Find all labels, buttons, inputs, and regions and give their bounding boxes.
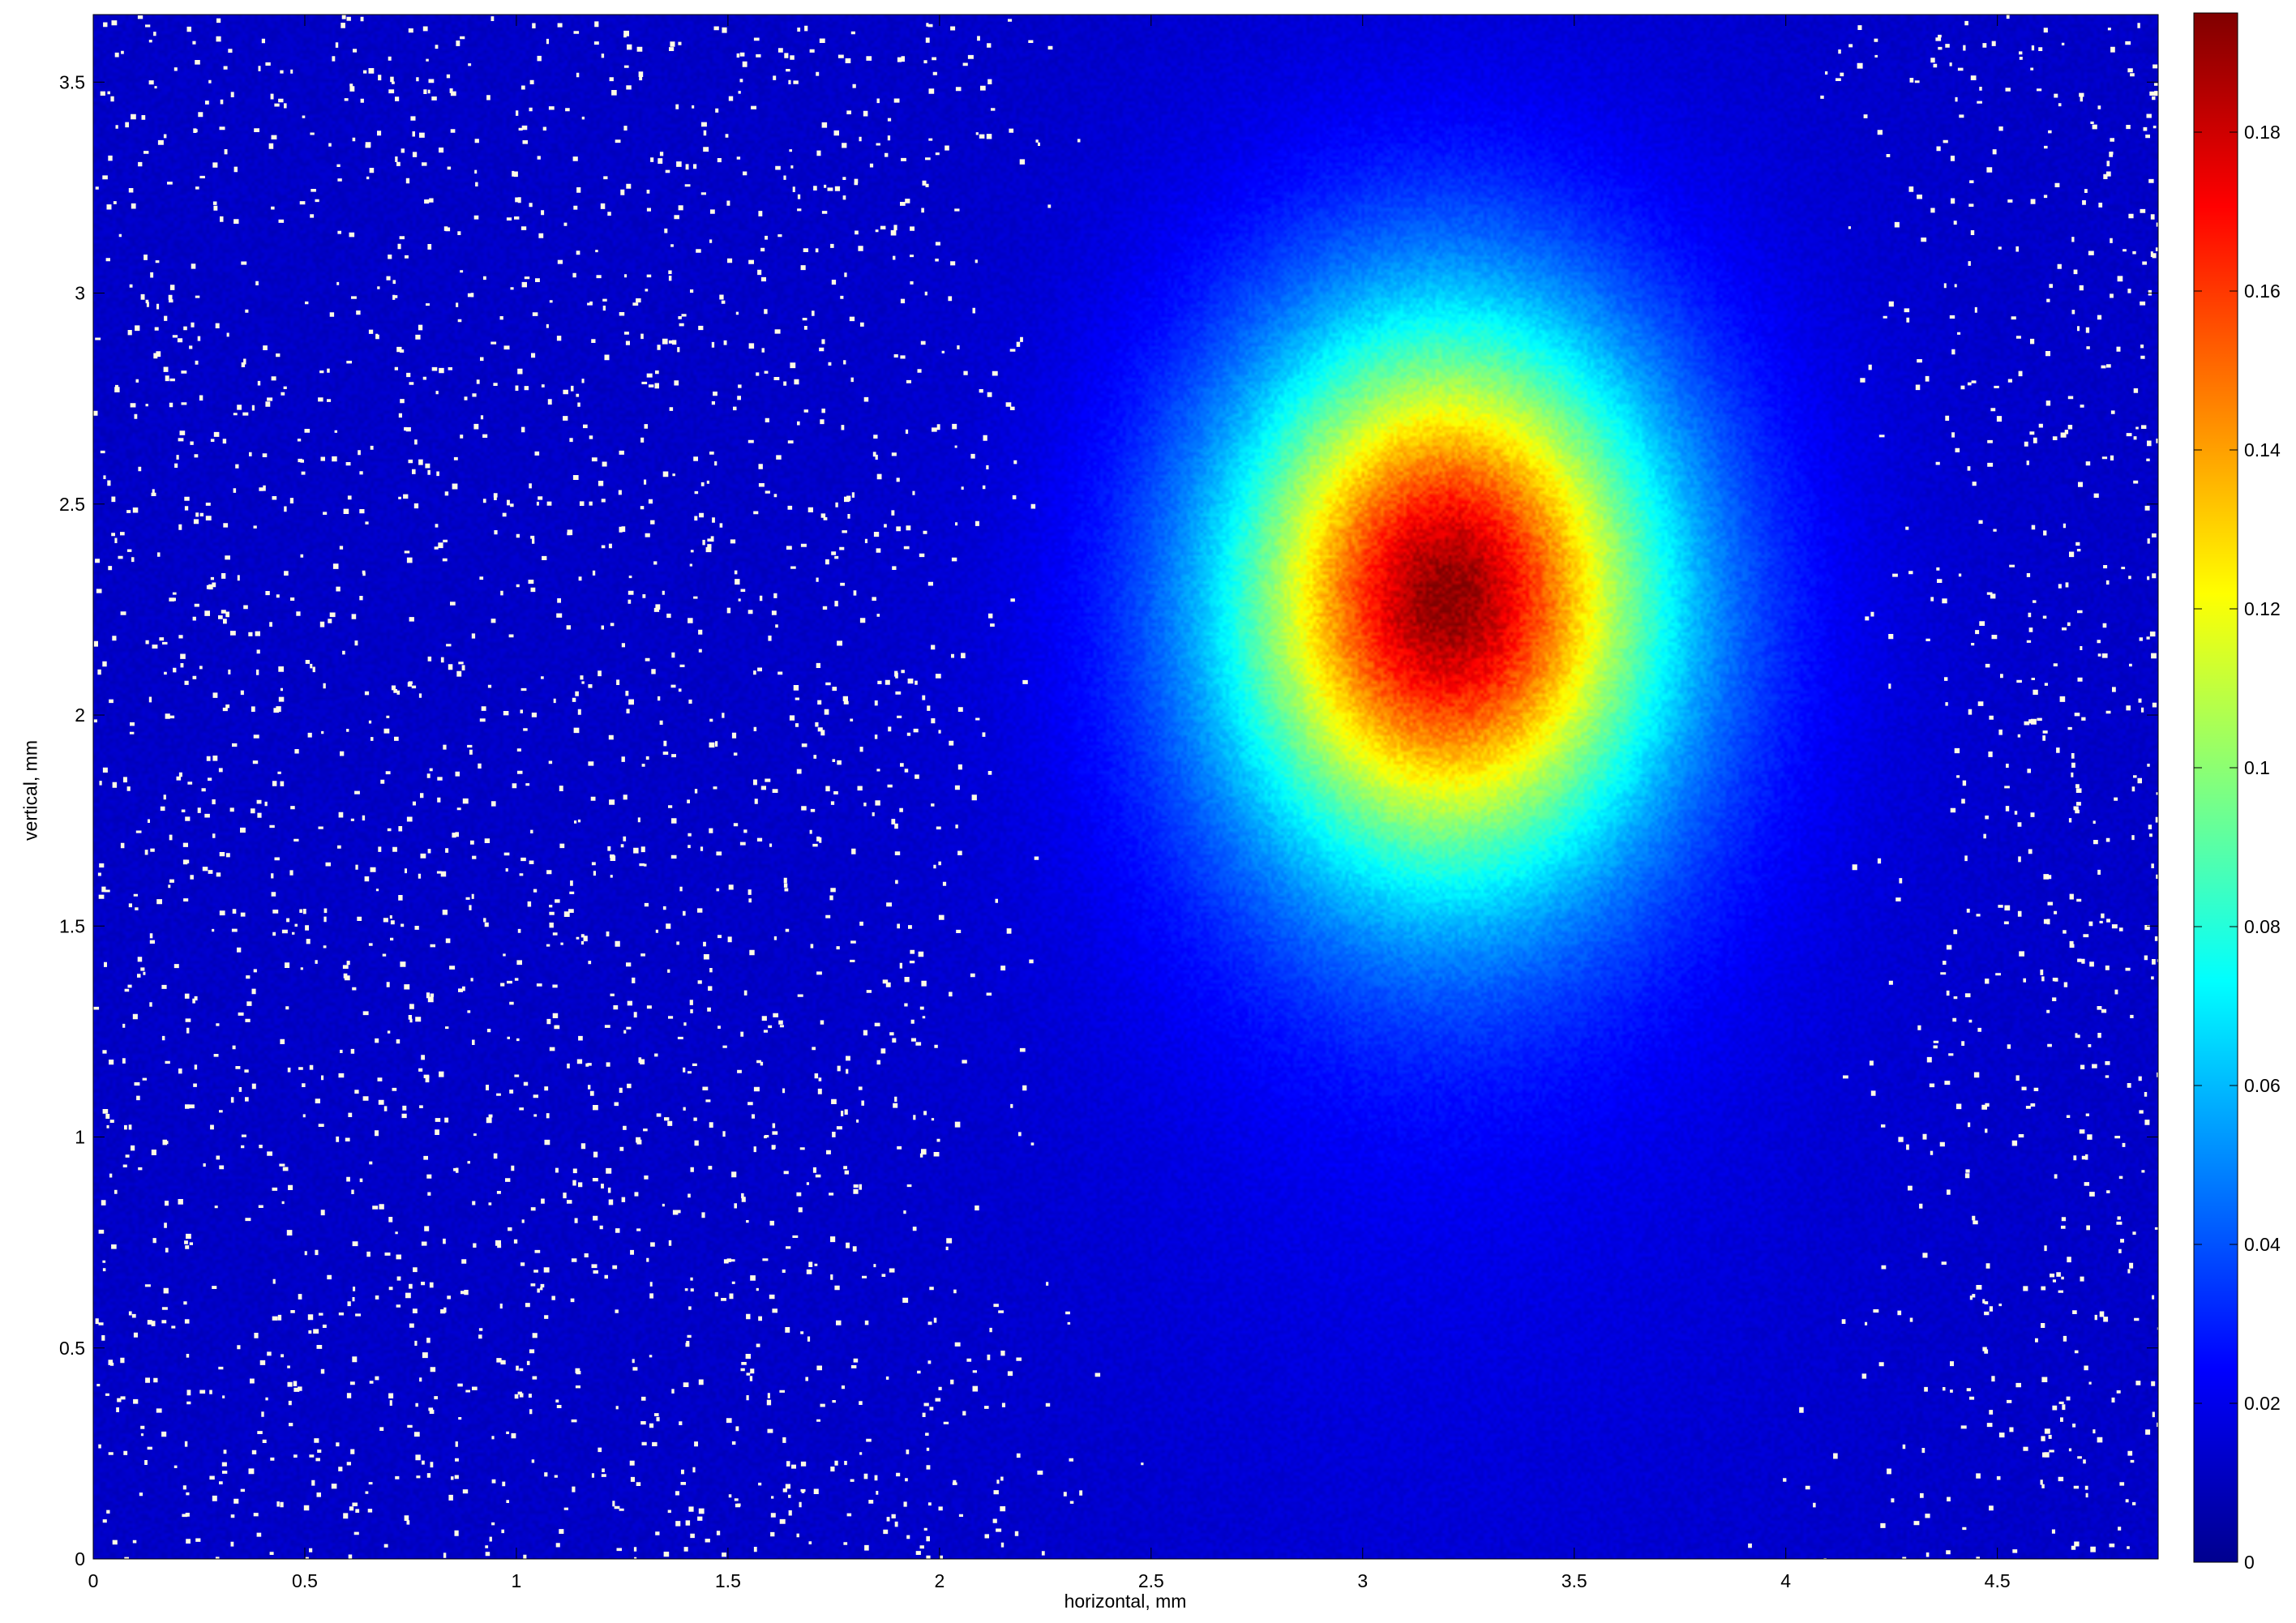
y-tick-label: 1 (75, 1127, 85, 1148)
x-tick-label: 3 (1357, 1570, 1368, 1591)
x-tick-label: 0 (88, 1570, 99, 1591)
x-tick-label: 4 (1780, 1570, 1791, 1591)
colorbar-ticks: 0 0.02 0.04 0.06 0.08 0.1 0.12 0.14 0.16 0.18 (2194, 122, 2281, 1573)
colorbar-tick-label: 0.18 (2244, 122, 2281, 143)
x-tick-label: 2.5 (1138, 1570, 1164, 1591)
colorbar-tick-label: 0.02 (2244, 1393, 2281, 1414)
y-tick-label: 3.5 (59, 71, 85, 92)
noise-speckles (93, 15, 2158, 1559)
heatmap-image (93, 15, 2158, 1559)
colorbar-tick-label: 0.1 (2244, 757, 2270, 778)
plot-frame (92, 14, 2159, 1560)
x-axis-label: horizontal, mm (1064, 1591, 1187, 1612)
x-axis: 0 0.5 1 1.5 2 2.5 3 3.5 4 4.5 (88, 15, 2011, 1591)
y-tick-label: 1.5 (59, 915, 85, 936)
x-tick-label: 0.5 (292, 1570, 318, 1591)
colorbar-tick-label: 0.12 (2244, 598, 2281, 619)
colorbar-tick-label: 0.04 (2244, 1234, 2281, 1255)
speckle-points (93, 15, 2158, 1559)
x-tick-label: 4.5 (1985, 1570, 2011, 1591)
x-tick-label: 2 (934, 1570, 945, 1591)
y-tick-label: 2.5 (59, 494, 85, 515)
colorbar-gradient (2193, 12, 2238, 1563)
colorbar-tick-label: 0.16 (2244, 280, 2281, 302)
colorbar: 0 0.02 0.04 0.06 0.08 0.1 0.12 0.14 0.16 0.18 (2193, 12, 2281, 1573)
y-axis-label: vertical, mm (19, 740, 41, 841)
x-tick-label: 1.5 (715, 1570, 741, 1591)
x-tick-label: 1 (512, 1570, 522, 1591)
heatmap-plot-area (93, 15, 2158, 1559)
x-tick-label: 3.5 (1561, 1570, 1587, 1591)
y-tick-label: 0 (75, 1548, 85, 1569)
y-tick-label: 2 (75, 704, 85, 726)
y-tick-label: 3 (75, 283, 85, 304)
colorbar-tick-label: 0.14 (2244, 439, 2281, 460)
y-tick-label: 0.5 (59, 1338, 85, 1359)
y-axis: 0 0.5 1 1.5 2 2.5 3 3.5 (59, 71, 2158, 1569)
colorbar-tick-label: 0.06 (2244, 1075, 2281, 1096)
colorbar-tick-label: 0 (2244, 1552, 2255, 1573)
colorbar-tick-label: 0.08 (2244, 916, 2281, 937)
